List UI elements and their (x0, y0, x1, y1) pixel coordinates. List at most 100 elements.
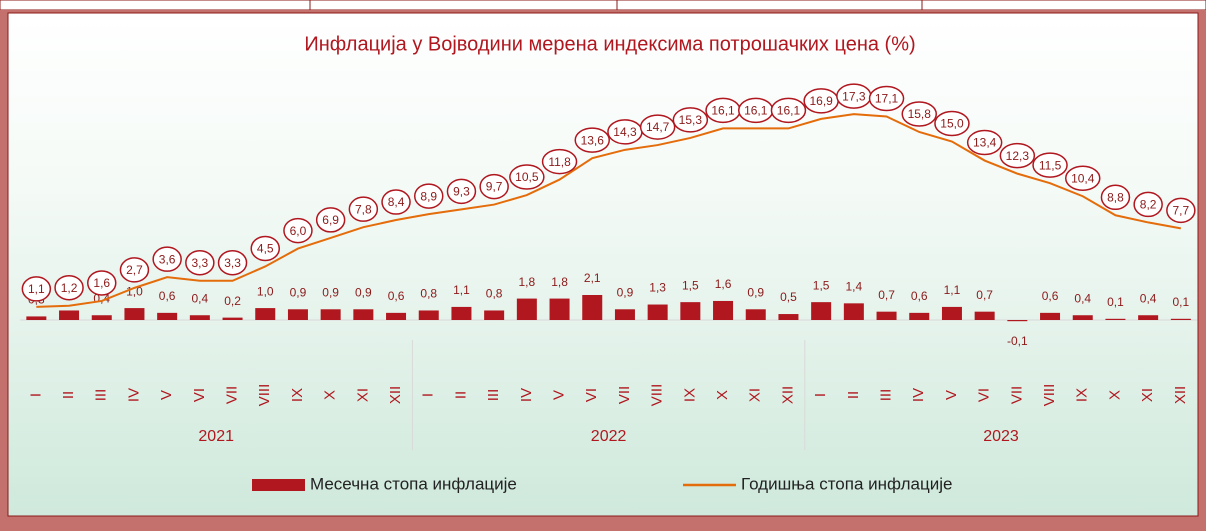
line-value-label: 1,1 (21, 276, 52, 302)
line-value-text: 9,3 (453, 185, 470, 199)
x-tick-label: V (943, 390, 960, 400)
bar-value-label: 0,5 (780, 290, 797, 304)
line-value-text: 1,6 (93, 276, 110, 290)
line-value-label: 11,5 (1032, 152, 1068, 178)
bar (582, 295, 603, 320)
bar (1138, 315, 1159, 320)
bar-value-label: 1,3 (649, 281, 666, 295)
x-tick-label: V (158, 390, 175, 400)
bar-value-label: 0,9 (747, 285, 764, 299)
bar-value-label: 0,4 (1074, 291, 1091, 305)
bar-value-label: 1,8 (551, 275, 568, 289)
line-value-text: 15,3 (679, 113, 703, 127)
label-bubble (54, 274, 84, 301)
label-bubble (479, 173, 509, 200)
bar (941, 306, 962, 320)
x-tick-label: XII (1172, 386, 1189, 404)
bar-value-label: 0,7 (878, 288, 895, 302)
bar (255, 308, 276, 320)
label-bubble (509, 164, 545, 190)
line-value-text: 6,0 (290, 224, 307, 238)
bar (451, 306, 472, 320)
label-bubble (21, 276, 52, 302)
group-label: 2021 (198, 428, 234, 445)
label-bubble (381, 189, 411, 215)
label-bubble (119, 257, 150, 283)
x-tick-label: II (452, 391, 469, 399)
x-tick-label: IX (289, 388, 306, 402)
line-value-label: 15,0 (934, 110, 970, 137)
line-value-text: 15,8 (908, 107, 932, 121)
label-bubble (934, 110, 970, 137)
line-value-text: 2,7 (126, 263, 143, 277)
line-value-label: 8,9 (414, 183, 444, 209)
label-bubble (446, 178, 477, 205)
bar (974, 311, 995, 320)
line-value-label: 8,2 (1133, 191, 1163, 218)
line-value-label: 12,3 (999, 142, 1036, 169)
line-value-text: 10,5 (515, 170, 539, 184)
x-tick-label: V (551, 390, 568, 400)
label-bubble (414, 183, 444, 209)
bar (91, 315, 112, 320)
x-tick-label: I (27, 393, 44, 397)
bar (26, 316, 47, 320)
line-value-label: 17,1 (868, 85, 905, 112)
x-tick-label: III (878, 389, 895, 402)
bar (484, 310, 505, 320)
bar (124, 308, 145, 320)
label-bubble (1133, 191, 1163, 218)
line-value-label: 3,6 (152, 246, 182, 272)
bar-value-label: 0,9 (322, 285, 339, 299)
line-value-label: 9,3 (446, 178, 477, 205)
bar-value-label: 1,8 (519, 275, 536, 289)
x-tick-label: I (812, 393, 829, 397)
bar-value-label: 0,4 (1140, 291, 1157, 305)
line-value-label: 16,1 (738, 97, 774, 124)
line-value-label: 17,3 (836, 83, 872, 109)
line-value-label: 1,6 (87, 270, 117, 296)
label-bubble (999, 142, 1036, 169)
bar (713, 300, 734, 320)
line-value-text: 14,3 (613, 125, 637, 139)
bar (1105, 318, 1126, 320)
line-value-text: 6,9 (322, 213, 339, 227)
bar (647, 304, 668, 320)
label-bubble (1166, 197, 1196, 224)
label-bubble (966, 129, 1003, 156)
x-tick-label: X (714, 390, 731, 400)
label-bubble (541, 148, 578, 175)
line-value-label: 10,5 (509, 164, 545, 190)
line-value-label: 6,9 (315, 207, 346, 233)
label-bubble (901, 101, 937, 127)
label-bubble (1100, 184, 1131, 211)
legend-label: Месечна стопа инфлације (310, 474, 517, 493)
line-value-label: 3,3 (185, 249, 215, 276)
bar-value-label: 0,6 (911, 289, 928, 303)
line-value-text: 1,1 (28, 282, 45, 296)
line-value-text: 8,2 (1140, 198, 1157, 212)
line-value-text: 17,1 (875, 92, 899, 106)
x-tick-label: XI (747, 388, 764, 402)
x-tick-label: I (420, 393, 437, 397)
bar-value-label: 0,1 (1107, 295, 1124, 309)
x-tick-label: III (93, 389, 110, 402)
line-value-text: 8,9 (420, 189, 437, 203)
bar-value-label: 1,1 (944, 283, 961, 297)
x-tick-label: XII (387, 386, 404, 404)
line-value-text: 3,3 (224, 256, 241, 270)
x-tick-label: VIII (1041, 384, 1058, 407)
line-value-text: 3,6 (159, 252, 176, 266)
line-value-label: 10,4 (1065, 165, 1101, 191)
bar-value-label: 1,0 (257, 284, 274, 298)
label-bubble (868, 85, 905, 112)
bar (418, 310, 439, 320)
x-tick-label: IV (518, 388, 535, 402)
label-bubble (770, 97, 807, 124)
bar-value-label: 1,5 (682, 278, 699, 292)
bar (745, 309, 766, 320)
line-value-text: 10,4 (1071, 171, 1095, 185)
bar (909, 312, 930, 320)
bar (614, 309, 635, 320)
line-value-label: 13,4 (966, 129, 1003, 156)
